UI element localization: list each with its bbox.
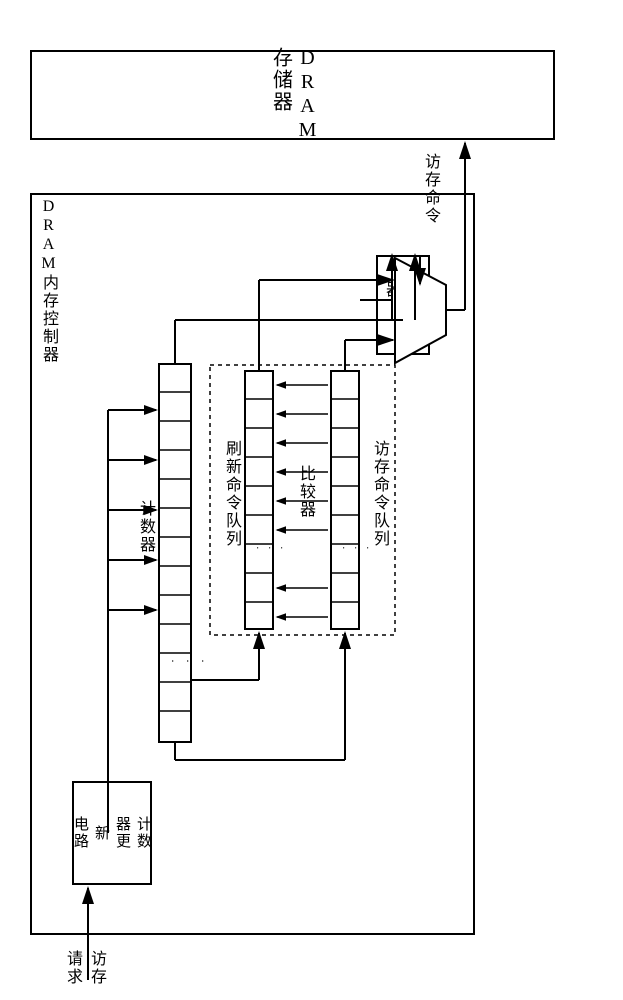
arrows-svg — [0, 0, 623, 1000]
